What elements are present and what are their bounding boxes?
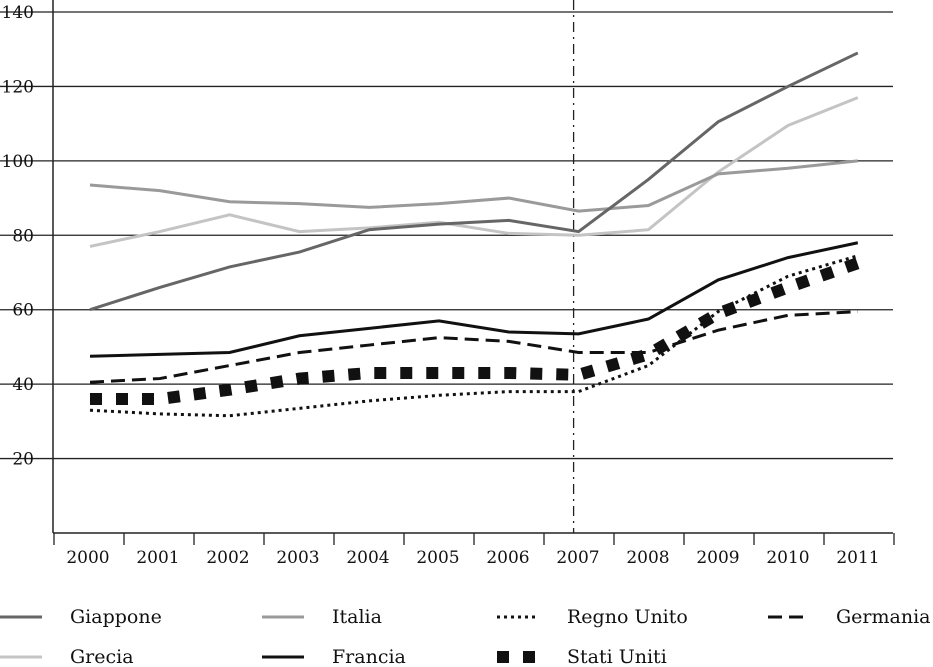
y-tick-label: 60 — [12, 301, 34, 321]
x-tick-label: 2007 — [556, 548, 599, 568]
series-line-giappone — [89, 51, 859, 312]
x-tick-label: 2001 — [136, 548, 179, 568]
series-line-grecia — [89, 96, 859, 248]
legend-label: Stati Uniti — [567, 646, 667, 667]
y-tick-label: 80 — [12, 226, 34, 246]
x-tick-label: 2002 — [206, 548, 249, 568]
series-line-stati-uniti — [90, 257, 860, 406]
y-tick-label: 40 — [12, 375, 34, 395]
x-tick-label: 2004 — [346, 548, 389, 568]
series-line-francia — [89, 241, 859, 358]
legend-label: Francia — [332, 646, 406, 667]
x-tick-label: 2010 — [766, 548, 809, 568]
legend-label: Italia — [332, 606, 382, 628]
y-tick-label: 120 — [2, 77, 34, 97]
legend-label: Germania — [836, 606, 931, 628]
x-tick-label: 2011 — [836, 548, 879, 568]
y-tick-label: 100 — [2, 152, 34, 172]
x-tick-label: 2009 — [696, 548, 739, 568]
y-tick-label: 140 — [2, 3, 34, 23]
legend-label: Grecia — [70, 646, 134, 667]
series-line-italia — [89, 159, 858, 213]
legend-label: Giappone — [70, 606, 162, 628]
x-tick-label: 2008 — [626, 548, 669, 568]
x-tick-label: 2005 — [416, 548, 459, 568]
legend-label: Regno Unito — [567, 606, 688, 628]
series-line-germania — [89, 310, 858, 384]
x-tick-label: 2006 — [486, 548, 529, 568]
x-tick-label: 2000 — [66, 548, 109, 568]
x-tick-label: 2003 — [276, 548, 319, 568]
y-tick-label: 20 — [12, 450, 34, 470]
